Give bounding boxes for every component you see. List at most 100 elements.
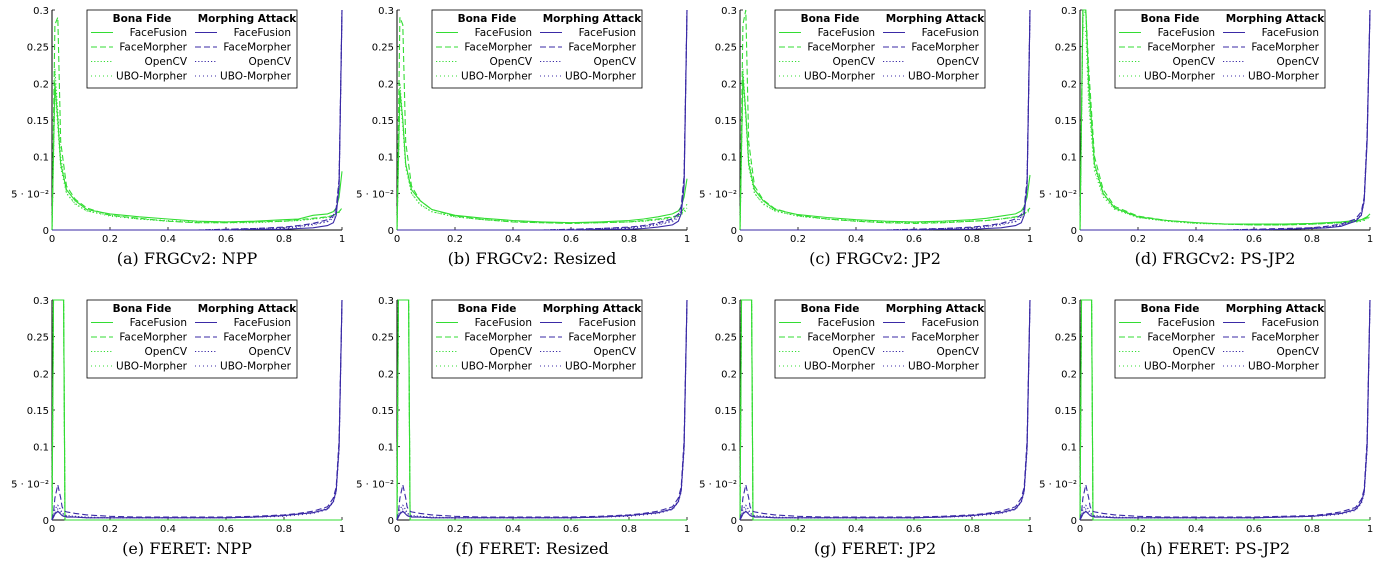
series-line-bona-fide-ubo-morpher [396, 97, 688, 231]
x-tick-label: 0.4 [505, 234, 521, 245]
legend-box [774, 9, 986, 89]
series-line-attack-facemorpher [396, 299, 688, 521]
y-tick-label: 0.3 [1061, 6, 1077, 17]
y-tick-label: 0.25 [715, 333, 737, 344]
y-tick-label: 0.1 [1061, 153, 1077, 164]
y-tick-label: 0.3 [33, 296, 49, 307]
series-line-attack-ubo-morpher [52, 9, 343, 231]
y-tick-label: 0.1 [378, 443, 394, 454]
legend-entry-label: FaceMorpher [119, 42, 187, 54]
series-line-attack-ubo-morpher [396, 299, 688, 521]
legend-entry-label: FaceMorpher [1147, 42, 1215, 54]
y-tick-label: 0 [1071, 516, 1077, 527]
panel-caption: (g) FERET: JP2 [814, 539, 936, 558]
y-tick-label: 0.2 [33, 369, 49, 380]
legend-entry-label: OpenCV [1276, 56, 1319, 68]
series-line-bona-fide-ubo-morpher [1079, 24, 1371, 231]
legend-entry-label: FaceMorpher [119, 332, 187, 344]
legend-entry-label: OpenCV [832, 346, 875, 358]
series-line-bona-fide-facefusion [739, 75, 1031, 231]
panel-caption: (e) FERET: NPP [122, 539, 252, 558]
legend-entry-label: OpenCV [489, 346, 532, 358]
chart-panel-5: 0 0.2 0.4 0.6 0.8 1 0 5 · 10⁻² 0.1 0.15 0.2 0.25 0.3… [11, 296, 345, 558]
y-tick-label: 0.25 [1055, 43, 1077, 54]
legend-entry-label: OpenCV [144, 346, 187, 358]
legend: Bona Fide Morphing Attack FaceFusion FaceFu… [431, 9, 643, 89]
series-line-bona-fide-opencv [396, 83, 688, 231]
legend-entry-label: FaceFusion [579, 317, 636, 329]
y-tick-label: 5 · 10⁻² [356, 479, 394, 490]
chart-panel-8: 0 0.2 0.4 0.6 0.8 1 0 5 · 10⁻² 0.1 0.15 0.2 0.25 0.3… [1039, 296, 1373, 558]
x-tick-label: 0.8 [1304, 524, 1320, 535]
legend-entry-label: FaceFusion [475, 317, 532, 329]
legend: Bona Fide Morphing Attack FaceFusion FaceFu… [1114, 9, 1326, 89]
x-tick-label: 1 [1367, 234, 1373, 245]
legend-entry-label: FaceFusion [1262, 317, 1319, 329]
x-tick-label: 0.4 [1188, 524, 1204, 535]
legend-entry-label: FaceFusion [1158, 27, 1215, 39]
series-line-attack-ubo-morpher [739, 299, 1031, 521]
legend-entry-label: FaceMorpher [223, 42, 291, 54]
y-tick-label: 0 [43, 516, 49, 527]
chart-panel-4: 0 0.2 0.4 0.6 0.8 1 0 5 · 10⁻² 0.1 0.15 0.2 0.25 0.3… [1039, 6, 1373, 268]
y-tick-label: 0.2 [721, 79, 737, 90]
legend-entry-label: OpenCV [1172, 346, 1215, 358]
legend-entry-label: UBO-Morpher [116, 361, 188, 373]
legend-header-attack: Morphing Attack [198, 303, 298, 315]
legend-entry-label: UBO-Morpher [461, 361, 533, 373]
y-tick-label: 0.25 [715, 43, 737, 54]
legend-entry-label: UBO-Morpher [1248, 361, 1320, 373]
series-line-attack-facemorpher [51, 299, 343, 521]
y-tick-label: 0.2 [1061, 369, 1077, 380]
y-tick-label: 0.3 [378, 296, 394, 307]
x-tick-label: 0.2 [447, 234, 463, 245]
legend-entry-label: UBO-Morpher [220, 361, 292, 373]
legend-entry-label: FaceFusion [818, 317, 875, 329]
x-tick-label: 0.4 [160, 234, 176, 245]
y-tick-label: 0.3 [1061, 296, 1077, 307]
y-tick-label: 5 · 10⁻² [11, 189, 49, 200]
y-tick-label: 0 [43, 226, 49, 237]
legend-entry-label: OpenCV [593, 56, 636, 68]
legend-entry-label: FaceMorpher [1251, 332, 1319, 344]
x-tick-label: 0.4 [160, 524, 176, 535]
y-tick-label: 0.2 [721, 369, 737, 380]
x-tick-label: 0.4 [848, 524, 864, 535]
legend-entry-label: FaceMorpher [807, 332, 875, 344]
x-tick-label: 1 [339, 234, 345, 245]
legend-entry-label: FaceMorpher [568, 332, 636, 344]
series-line-bona-fide-opencv [51, 68, 343, 231]
y-tick-label: 0.1 [721, 443, 737, 454]
legend-entry-label: FaceMorpher [911, 332, 979, 344]
x-tick-label: 1 [1367, 524, 1373, 535]
x-tick-label: 0.4 [848, 234, 864, 245]
legend-entry-label: FaceFusion [234, 27, 291, 39]
legend-entry-label: OpenCV [936, 346, 979, 358]
y-tick-label: 0.3 [378, 6, 394, 17]
y-tick-label: 0.25 [27, 43, 49, 54]
y-tick-label: 0.2 [1061, 79, 1077, 90]
legend-entry-label: FaceMorpher [464, 332, 532, 344]
y-tick-label: 0.15 [715, 116, 737, 127]
y-tick-label: 0.25 [27, 333, 49, 344]
legend-header-bona-fide: Bona Fide [113, 13, 172, 25]
y-tick-label: 0.3 [721, 296, 737, 307]
panel-caption: (c) FRGCv2: JP2 [809, 249, 941, 268]
y-tick-label: 0.15 [372, 406, 394, 417]
y-tick-label: 5 · 10⁻² [356, 189, 394, 200]
x-tick-label: 1 [1027, 234, 1033, 245]
legend-entry-label: OpenCV [593, 346, 636, 358]
legend-header-attack: Morphing Attack [543, 303, 643, 315]
series-line-bona-fide-opencv [739, 68, 1031, 231]
y-tick-label: 0.3 [33, 6, 49, 17]
legend-entry-label: FaceMorpher [1251, 42, 1319, 54]
legend-entry-label: UBO-Morpher [461, 71, 533, 83]
x-tick-label: 0 [1077, 234, 1083, 245]
x-tick-label: 0 [49, 234, 55, 245]
legend-entry-label: UBO-Morpher [804, 361, 876, 373]
chart-panel-3: 0 0.2 0.4 0.6 0.8 1 0 5 · 10⁻² 0.1 0.15 0.2 0.25 0.3… [699, 6, 1033, 268]
legend-entry-label: UBO-Morpher [908, 71, 980, 83]
legend-entry-label: FaceFusion [234, 317, 291, 329]
x-tick-label: 0.8 [276, 524, 292, 535]
legend-box [431, 9, 643, 89]
